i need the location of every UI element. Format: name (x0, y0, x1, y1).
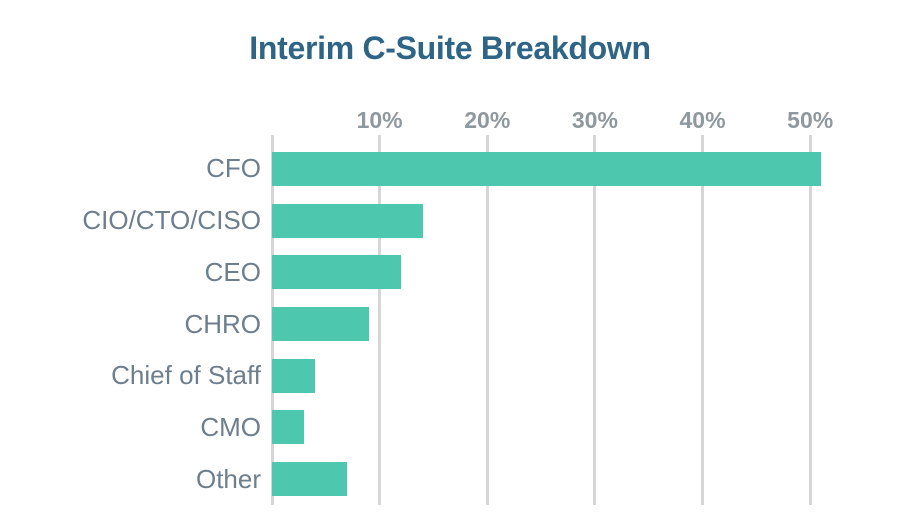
x-tick-label: 40% (679, 107, 726, 133)
bar-row: CIO/CTO/CISO (82, 195, 864, 247)
category-label: Other (195, 463, 261, 494)
gridline (808, 135, 812, 505)
gridline (378, 135, 382, 505)
bar (272, 410, 305, 445)
bar-row: CHRO (184, 298, 864, 350)
category-label: CMO (200, 411, 261, 442)
x-tick-label: 10% (356, 107, 403, 133)
bar-rows: CFO CIO/CTO/CISO CEO CHRO Chief of Staff CMO O… (82, 143, 864, 505)
bar-row: Other (196, 453, 864, 505)
x-tick-label: 50% (787, 107, 834, 133)
bar-row: CMO (200, 402, 864, 454)
category-label: CFO (206, 153, 261, 184)
bar (272, 203, 423, 238)
category-label: CEO (204, 256, 261, 287)
plot-area: CFO CIO/CTO/CISO CEO CHRO Chief of Staff CMO O… (82, 135, 864, 505)
bar (272, 307, 369, 342)
x-tick-label: 20% (464, 107, 511, 133)
gridline (485, 135, 489, 505)
chart-title: Interim C-Suite Breakdown (249, 30, 651, 66)
bar (272, 255, 402, 290)
bar-row: CEO (205, 246, 864, 298)
bar (272, 358, 316, 393)
x-axis-tick-labels: 10% 20% 30% 40% 50% (0, 100, 900, 134)
gridline (593, 135, 597, 505)
gridline (701, 135, 705, 505)
x-tick-label: 30% (571, 107, 618, 133)
bar (272, 462, 348, 497)
category-label: CHRO (184, 308, 261, 339)
category-label: CIO/CTO/CISO (82, 205, 261, 236)
category-label: Chief of Staff (111, 360, 261, 391)
bar-row: CFO (206, 143, 864, 195)
bar (272, 151, 821, 186)
bar-row: Chief of Staff (111, 350, 864, 402)
